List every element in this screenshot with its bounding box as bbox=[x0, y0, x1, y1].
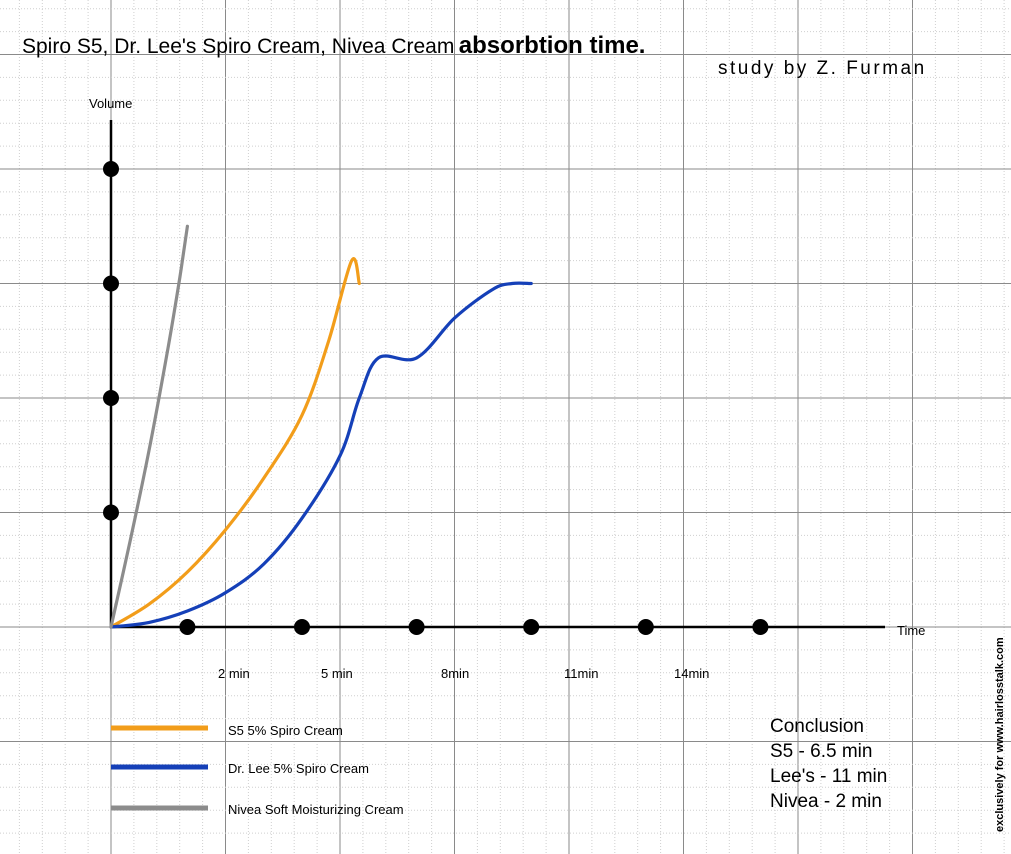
x-tick-marker bbox=[523, 619, 540, 635]
title-bold: absorbtion time. bbox=[458, 32, 646, 59]
chart-subtitle: study by Z. Furman bbox=[718, 58, 927, 79]
legend-label-nivea: Nivea Soft Moisturizing Cream bbox=[228, 802, 404, 817]
watermark: exclusively for www.hairlosstalk.com bbox=[994, 637, 1006, 832]
x-tick-marker bbox=[294, 619, 310, 635]
series-s5-line bbox=[109, 257, 361, 629]
y-tick-marker bbox=[103, 504, 119, 521]
axes bbox=[109, 120, 885, 629]
x-tick-label: 2 min bbox=[218, 666, 250, 681]
x-tick-marker bbox=[752, 619, 769, 635]
y-tick-marker bbox=[103, 161, 119, 177]
conclusion-heading: Conclusion bbox=[770, 716, 864, 737]
series-drlee-line bbox=[109, 281, 533, 629]
conclusion-line: Lee's - 11 min bbox=[770, 766, 888, 787]
x-tick-marker bbox=[637, 619, 654, 635]
chart-title: Spiro S5, Dr. Lee's Spiro Cream, Nivea C… bbox=[22, 32, 645, 60]
y-axis-label: Volume bbox=[89, 96, 133, 111]
x-tick-label: 14min bbox=[674, 666, 710, 681]
y-tick-marker bbox=[103, 390, 119, 406]
legend-label-s5: S5 5% Spiro Cream bbox=[228, 723, 343, 738]
tick-markers bbox=[103, 161, 769, 635]
x-tick-label: 11min bbox=[564, 666, 599, 681]
x-tick-marker bbox=[408, 619, 425, 635]
conclusion-line: S5 - 6.5 min bbox=[770, 741, 873, 762]
conclusion-box: Conclusion S5 - 6.5 min Lee's - 11 min N… bbox=[770, 714, 887, 814]
series bbox=[109, 224, 533, 629]
x-tick-label: 8min bbox=[441, 666, 470, 681]
x-axis-label: Time bbox=[897, 623, 926, 638]
legend bbox=[111, 725, 208, 811]
series-nivea-line bbox=[109, 224, 189, 629]
conclusion-line: Nivea - 2 min bbox=[770, 791, 882, 812]
x-tick-label: 5 min bbox=[321, 666, 353, 681]
y-tick-marker bbox=[103, 275, 119, 292]
legend-label-drlee: Dr. Lee 5% Spiro Cream bbox=[228, 761, 369, 776]
x-tick-marker bbox=[179, 619, 196, 635]
title-main: Spiro S5, Dr. Lee's Spiro Cream, Nivea C… bbox=[22, 35, 455, 58]
